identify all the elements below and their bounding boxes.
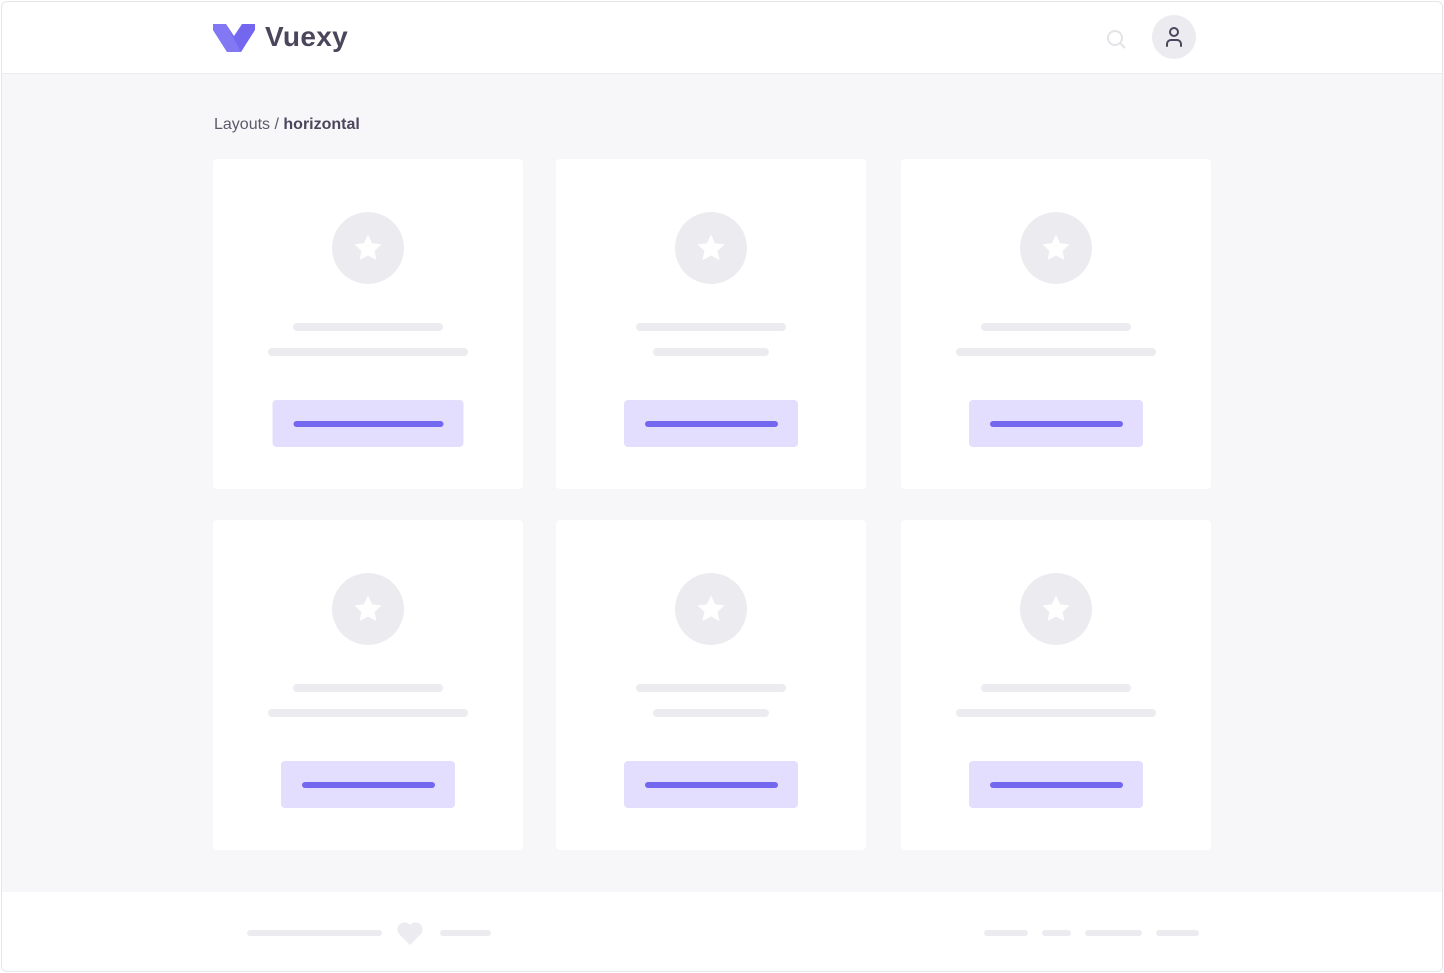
card-title-placeholder: [293, 684, 443, 692]
vuexy-logo-icon[interactable]: [213, 22, 255, 54]
user-avatar[interactable]: [1152, 15, 1196, 59]
search-icon[interactable]: [1105, 28, 1129, 52]
card-text-placeholder: [956, 348, 1156, 356]
star-icon: [697, 595, 725, 622]
card-button-label-placeholder: [989, 781, 1123, 788]
card-icon-circle: [675, 212, 747, 284]
card-text-placeholder: [653, 709, 769, 717]
card-button[interactable]: [624, 400, 798, 447]
star-icon: [1042, 234, 1070, 261]
card-button[interactable]: [624, 761, 798, 808]
placeholder-card: [213, 159, 523, 489]
card-button[interactable]: [272, 400, 464, 447]
footer-link-placeholder[interactable]: [1042, 930, 1071, 936]
card-button-label-placeholder: [301, 781, 435, 788]
heart-icon: [397, 922, 423, 945]
card-button-label-placeholder: [644, 781, 778, 788]
placeholder-card: [213, 520, 523, 850]
star-icon: [354, 595, 382, 622]
footer-text-placeholder: [247, 930, 382, 936]
card-button[interactable]: [969, 761, 1143, 808]
star-icon: [354, 234, 382, 261]
breadcrumb-parent[interactable]: Layouts: [214, 116, 271, 133]
breadcrumb-current: horizontal: [283, 116, 360, 133]
card-button-label-placeholder: [293, 420, 443, 427]
card-button[interactable]: [969, 400, 1143, 447]
top-navbar: Vuexy: [2, 2, 1442, 74]
placeholder-card: [556, 159, 866, 489]
breadcrumb-separator: /: [270, 116, 284, 133]
card-title-placeholder: [293, 323, 443, 331]
card-text-placeholder: [268, 348, 468, 356]
card-button-label-placeholder: [644, 420, 778, 427]
card-text-placeholder: [268, 709, 468, 717]
placeholder-card: [556, 520, 866, 850]
placeholder-card: [901, 520, 1211, 850]
card-icon-circle: [332, 573, 404, 645]
footer-text-placeholder: [440, 930, 491, 936]
card-icon-circle: [1020, 212, 1092, 284]
card-icon-circle: [332, 212, 404, 284]
card-icon-circle: [675, 573, 747, 645]
footer-link-placeholder[interactable]: [1085, 930, 1142, 936]
star-icon: [1042, 595, 1070, 622]
footer-link-placeholder[interactable]: [984, 930, 1028, 936]
card-icon-circle: [1020, 573, 1092, 645]
footer: [2, 892, 1442, 971]
card-title-placeholder: [636, 323, 786, 331]
card-title-placeholder: [636, 684, 786, 692]
placeholder-card: [901, 159, 1211, 489]
breadcrumb: Layouts / horizontal: [214, 116, 360, 134]
card-button[interactable]: [281, 761, 455, 808]
card-title-placeholder: [981, 684, 1131, 692]
brand-name[interactable]: Vuexy: [265, 21, 348, 52]
card-text-placeholder: [956, 709, 1156, 717]
card-title-placeholder: [981, 323, 1131, 331]
star-icon: [697, 234, 725, 261]
card-button-label-placeholder: [989, 420, 1123, 427]
footer-link-placeholder[interactable]: [1156, 930, 1199, 936]
user-icon: [1166, 27, 1182, 47]
card-text-placeholder: [653, 348, 769, 356]
